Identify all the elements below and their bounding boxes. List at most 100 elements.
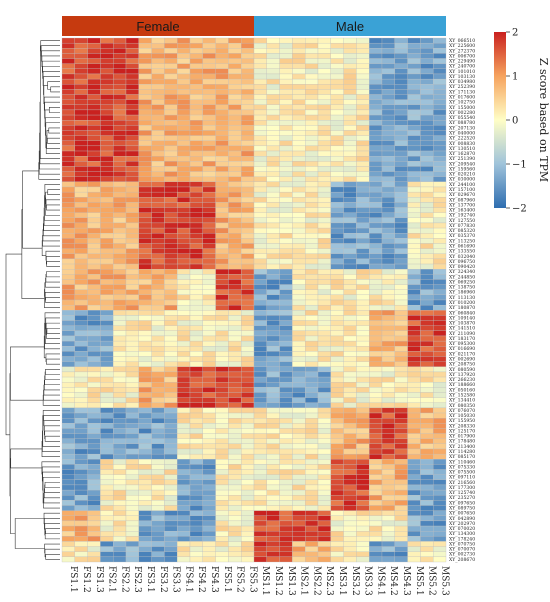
heatmap-cell [266,443,280,450]
heatmap-cell [189,37,203,44]
heatmap-cell [279,459,293,465]
heatmap-cell [74,212,88,218]
heatmap-cell [177,310,191,316]
heatmap-cell [87,304,101,311]
heatmap-cell [177,140,191,147]
heatmap-cell [343,289,357,296]
heatmap-cell [433,366,447,373]
heatmap-cell [394,140,408,147]
dendrogram-branch [44,543,60,554]
heatmap-cell [292,438,306,444]
row-label: XY_188660 [449,382,475,388]
heatmap-cell [138,181,152,188]
heatmap-cell [317,48,331,54]
heatmap-cell [292,541,306,547]
heatmap-cell [266,78,280,85]
heatmap-cell [202,171,216,177]
heatmap-cell [433,48,447,54]
heatmap-cell [253,279,267,285]
heatmap-cell [317,37,331,44]
heatmap-cell [317,495,331,501]
heatmap-cell [330,186,344,193]
heatmap-cell [292,433,306,439]
heatmap-cell [394,186,408,193]
heatmap-cell [279,356,293,362]
heatmap-cell [356,423,370,429]
heatmap-cell [151,459,165,465]
heatmap-cell [74,500,88,506]
heatmap-cell [292,279,306,285]
heatmap-cell [241,294,255,301]
heatmap-cell [87,551,101,558]
heatmap-cell [317,145,331,152]
heatmap-cell [317,114,331,121]
heatmap-cell [151,515,165,522]
heatmap-cell [164,58,178,64]
heatmap-cell [87,346,101,352]
heatmap-cell [189,63,203,69]
heatmap-cell [241,443,255,450]
heatmap-cell [100,407,114,414]
dendrogram-branch [46,256,60,265]
heatmap-cell [151,402,165,409]
heatmap-cell [61,433,75,439]
heatmap-cell [394,145,408,152]
heatmap-cell [292,407,306,414]
heatmap-cell [369,474,383,480]
heatmap-cell [356,361,370,367]
heatmap-cell [61,78,75,85]
heatmap-cell [407,356,421,362]
heatmap-cell [87,243,101,249]
heatmap-cell [253,489,267,496]
heatmap-cell [253,510,267,516]
heatmap-cell [253,500,267,506]
heatmap-cell [381,505,395,511]
heatmap-cell [241,135,255,141]
heatmap-cell [266,197,280,203]
heatmap-cell [125,433,139,439]
heatmap-cell [74,181,88,188]
heatmap-cell [266,551,280,558]
heatmap-cell [343,212,357,218]
heatmap-cell [241,53,255,59]
heatmap-cell [61,120,75,126]
heatmap-cell [369,294,383,301]
heatmap-cell [253,340,267,347]
heatmap-cell [433,459,447,465]
heatmap-cell [151,176,165,183]
heatmap-cell [253,227,267,234]
heatmap-cell [138,161,152,167]
heatmap-cell [202,315,216,321]
heatmap-cell [215,315,229,321]
row-label: XY_127550 [449,218,475,224]
heatmap-cell [113,340,127,347]
heatmap-cell [343,505,357,511]
heatmap-cell [100,42,114,49]
heatmap-cell [138,510,152,516]
heatmap-cell [330,531,344,537]
heatmap-cell [407,423,421,429]
heatmap-cell [241,145,255,152]
heatmap-cell [74,63,88,69]
heatmap-cell [177,376,191,383]
heatmap-cell [138,438,152,444]
heatmap-cell [113,489,127,496]
heatmap-cell [189,551,203,558]
heatmap-cell [317,120,331,126]
heatmap-cell [177,459,191,465]
heatmap-cell [100,114,114,121]
heatmap-cell [151,520,165,527]
heatmap-cell [305,428,319,434]
heatmap-cell [381,382,395,388]
heatmap-cell [202,495,216,501]
heatmap-cell [279,438,293,444]
heatmap-cell [317,217,331,224]
heatmap-cell [279,212,293,218]
heatmap-cell [151,474,165,480]
heatmap-cell [125,340,139,347]
heatmap-cell [343,263,357,270]
heatmap-cell [369,428,383,434]
heatmap-cell [189,407,203,414]
heatmap-cell [241,212,255,218]
heatmap-cell [266,99,280,105]
